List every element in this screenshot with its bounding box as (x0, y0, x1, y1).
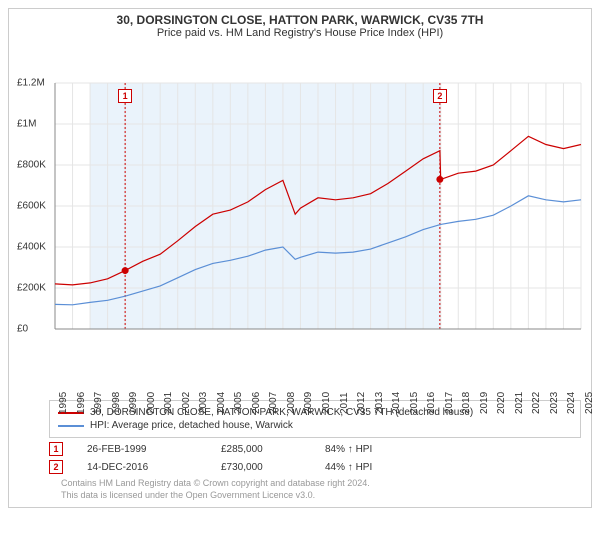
x-tick-label: 2011 (339, 392, 350, 414)
chart-title: 30, DORSINGTON CLOSE, HATTON PARK, WARWI… (15, 13, 585, 27)
title-block: 30, DORSINGTON CLOSE, HATTON PARK, WARWI… (15, 13, 585, 39)
x-tick-label: 2004 (216, 392, 227, 414)
x-tick-label: 1995 (58, 392, 69, 414)
x-tick-label: 2012 (356, 392, 367, 414)
x-tick-label: 1999 (128, 392, 139, 414)
x-tick-label: 2000 (146, 392, 157, 414)
x-tick-label: 2025 (584, 392, 595, 414)
x-tick-label: 2018 (461, 392, 472, 414)
transaction-row: 1 26-FEB-1999 £285,000 84% ↑ HPI (49, 442, 581, 456)
x-tick-label: 2001 (163, 392, 174, 414)
x-axis-labels: 1995199619971998199920002001200220032004… (15, 363, 585, 393)
x-tick-label: 1998 (111, 392, 122, 414)
x-tick-label: 2024 (566, 392, 577, 414)
x-tick-label: 2019 (479, 392, 490, 414)
chart-container: 30, DORSINGTON CLOSE, HATTON PARK, WARWI… (8, 8, 592, 508)
x-tick-label: 1996 (76, 392, 87, 414)
x-tick-label: 2020 (496, 392, 507, 414)
x-tick-label: 2006 (251, 392, 262, 414)
x-tick-label: 2010 (321, 392, 332, 414)
transaction-marker: 2 (433, 89, 447, 103)
x-tick-label: 2016 (426, 392, 437, 414)
y-tick-label: £600K (17, 201, 46, 212)
transaction-date: 26-FEB-1999 (87, 444, 197, 455)
x-tick-label: 2005 (233, 392, 244, 414)
x-tick-label: 2022 (531, 392, 542, 414)
line-chart-svg (15, 43, 587, 363)
transaction-change: 44% ↑ HPI (325, 462, 372, 473)
transaction-date: 14-DEC-2016 (87, 462, 197, 473)
x-tick-label: 2002 (181, 392, 192, 414)
transaction-marker-ref: 1 (49, 442, 63, 456)
x-tick-label: 2009 (303, 392, 314, 414)
y-tick-label: £400K (17, 242, 46, 253)
x-tick-label: 2014 (391, 392, 402, 414)
attribution-footer: Contains HM Land Registry data © Crown c… (49, 478, 581, 501)
x-tick-label: 2008 (286, 392, 297, 414)
transaction-marker: 1 (118, 89, 132, 103)
x-tick-label: 2015 (409, 392, 420, 414)
y-tick-label: £1.2M (17, 78, 45, 89)
transaction-change: 84% ↑ HPI (325, 444, 372, 455)
chart-area: 30, DORSINGTON CLOSE, HATTON PARK, WARWI… (9, 9, 591, 394)
x-tick-label: 2021 (514, 392, 525, 414)
y-tick-label: £200K (17, 283, 46, 294)
transaction-marker-ref: 2 (49, 460, 63, 474)
legend-swatch (58, 425, 84, 427)
y-tick-label: £800K (17, 160, 46, 171)
transaction-price: £285,000 (221, 444, 301, 455)
y-tick-label: £0 (17, 324, 28, 335)
plot-area: £0 £200K £400K £600K £800K £1M £1.2M 1 2 (15, 43, 585, 363)
x-tick-label: 2003 (198, 392, 209, 414)
legend-row: HPI: Average price, detached house, Warw… (58, 420, 572, 431)
x-tick-label: 2017 (444, 392, 455, 414)
x-tick-label: 2013 (374, 392, 385, 414)
x-tick-label: 1997 (93, 392, 104, 414)
legend-label: HPI: Average price, detached house, Warw… (90, 420, 293, 431)
footer-line: Contains HM Land Registry data © Crown c… (61, 478, 581, 490)
x-tick-label: 2023 (549, 392, 560, 414)
chart-subtitle: Price paid vs. HM Land Registry's House … (15, 27, 585, 39)
transaction-row: 2 14-DEC-2016 £730,000 44% ↑ HPI (49, 460, 581, 474)
footer-line: This data is licensed under the Open Gov… (61, 490, 581, 502)
x-tick-label: 2007 (268, 392, 279, 414)
transaction-list: 1 26-FEB-1999 £285,000 84% ↑ HPI 2 14-DEC-201… (49, 442, 581, 474)
transaction-price: £730,000 (221, 462, 301, 473)
y-tick-label: £1M (17, 119, 36, 130)
